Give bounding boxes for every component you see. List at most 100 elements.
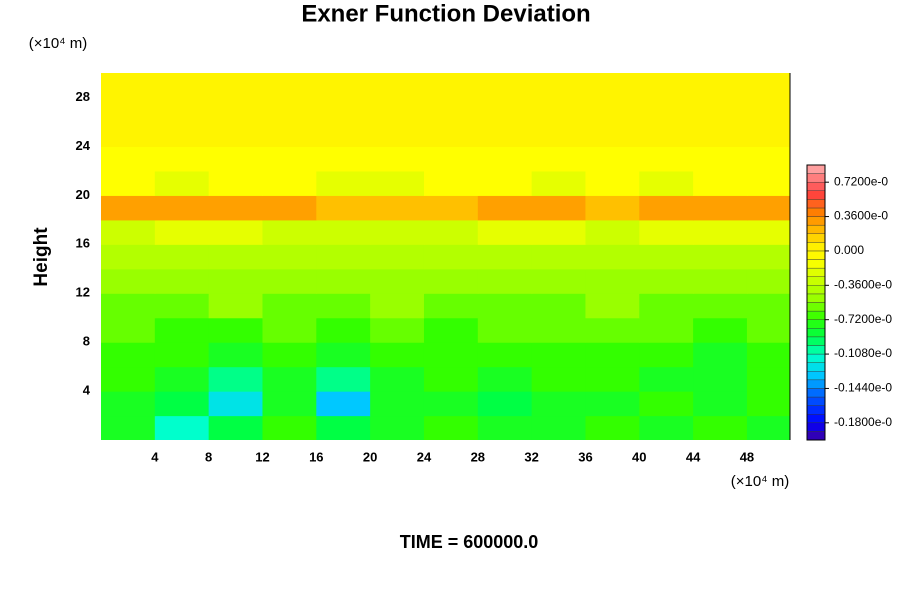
cell: [316, 97, 371, 123]
cell: [262, 195, 317, 221]
cell: [316, 268, 371, 294]
cell: [316, 415, 371, 440]
cell: [585, 146, 640, 172]
cell: [208, 293, 264, 319]
colorbar-band: [806, 224, 826, 234]
colorbar-band: [806, 319, 826, 329]
colorbar-band: [806, 379, 826, 389]
cell: [639, 293, 694, 319]
cell: [477, 366, 533, 392]
cell: [316, 317, 371, 343]
colorbar-band: [806, 328, 826, 338]
cell: [208, 219, 264, 245]
cell: [262, 268, 317, 294]
colorbar-label: 0.7200e-0: [834, 174, 888, 188]
cell: [262, 121, 317, 147]
cell: [154, 317, 210, 343]
cell: [370, 415, 425, 440]
cell: [477, 73, 533, 99]
cell: [477, 268, 533, 294]
cell: [154, 146, 210, 172]
footer: TIME = 600000.0: [400, 532, 539, 552]
cell: [316, 121, 371, 147]
colorbar-band: [806, 285, 826, 295]
cell: [316, 366, 371, 392]
cell: [208, 244, 264, 270]
cell: [693, 121, 748, 147]
cell: [208, 317, 264, 343]
y-tick-label: 20: [76, 187, 90, 202]
cell: [316, 73, 371, 99]
colorbar-label: -0.1080e-0: [834, 346, 892, 360]
cell: [746, 121, 790, 147]
x-tick-label: 8: [205, 449, 212, 464]
cell: [639, 195, 694, 221]
colorbar-label: 0.000: [834, 243, 864, 257]
cell: [531, 366, 587, 392]
cell: [370, 391, 425, 417]
colorbar-label: -0.3600e-0: [834, 277, 892, 291]
cell: [585, 195, 640, 221]
cell: [639, 121, 694, 147]
cell: [154, 244, 210, 270]
cell: [316, 293, 371, 319]
x-tick-label: 4: [151, 449, 159, 464]
cell: [101, 342, 156, 368]
cell: [693, 97, 748, 123]
y-axis-title: Height: [31, 227, 52, 287]
cell: [477, 219, 533, 245]
cell: [423, 268, 479, 294]
colorbar-band: [806, 173, 826, 183]
cell: [262, 170, 317, 196]
colorbar-label: 0.3600e-0: [834, 209, 888, 223]
cell: [154, 219, 210, 245]
cell: [585, 366, 640, 392]
cell: [639, 391, 694, 417]
cell: [423, 73, 479, 99]
cell: [370, 244, 425, 270]
cell: [693, 342, 748, 368]
cell: [101, 146, 156, 172]
cell: [477, 293, 533, 319]
cell: [693, 195, 748, 221]
cell: [101, 195, 156, 221]
cell: [101, 268, 156, 294]
cell: [531, 121, 587, 147]
cell: [693, 415, 748, 440]
cell: [477, 244, 533, 270]
cell: [746, 97, 790, 123]
colorbar-band: [806, 431, 826, 441]
cell: [101, 97, 156, 123]
colorbar-band: [806, 207, 826, 217]
cell: [693, 73, 748, 99]
cell: [693, 219, 748, 245]
x-tick-label: 20: [363, 449, 377, 464]
y-tick-label: 4: [83, 383, 91, 398]
cell: [262, 73, 317, 99]
cell: [477, 97, 533, 123]
cell: [208, 121, 264, 147]
cell: [639, 170, 694, 196]
cell: [423, 415, 479, 440]
cell: [423, 366, 479, 392]
colorbar-band: [806, 371, 826, 381]
cell: [262, 293, 317, 319]
cell: [477, 146, 533, 172]
y-unit: (×10⁴ m): [29, 35, 88, 52]
colorbar-band: [806, 190, 826, 200]
cell: [101, 170, 156, 196]
x-tick-label: 36: [578, 449, 592, 464]
colorbar-band: [806, 216, 826, 226]
cell: [101, 121, 156, 147]
colorbar-band: [806, 336, 826, 346]
cell: [693, 391, 748, 417]
cell: [423, 391, 479, 417]
x-tick-label: 32: [524, 449, 538, 464]
y-tick-label: 16: [76, 236, 90, 251]
cell: [477, 391, 533, 417]
cell: [639, 317, 694, 343]
colorbar-label: -0.7200e-0: [834, 312, 892, 326]
cell: [154, 97, 210, 123]
cell: [316, 244, 371, 270]
